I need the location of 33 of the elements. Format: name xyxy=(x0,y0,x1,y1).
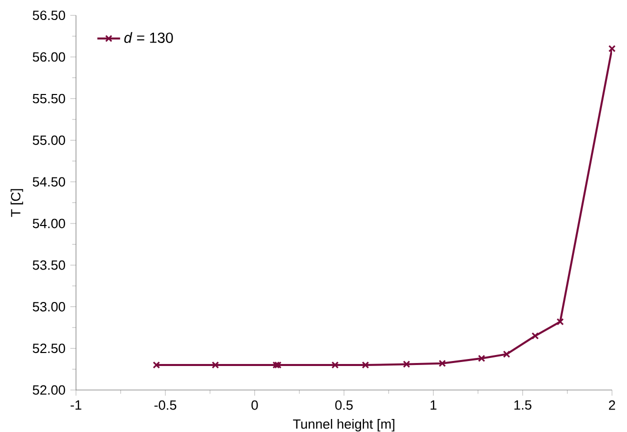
legend-label: d = 130 xyxy=(124,32,173,43)
point xyxy=(212,361,219,369)
y-tick-label: 53.50 xyxy=(32,260,66,270)
point xyxy=(556,318,564,326)
y-tick-label: 56.50 xyxy=(32,10,66,20)
y-tick-label: 55.50 xyxy=(32,94,66,104)
point xyxy=(272,361,280,369)
point xyxy=(402,360,410,368)
y-axis-title: T [C] xyxy=(10,189,24,217)
x-axis-title: Tunnel height [m] xyxy=(293,418,394,432)
y-tick-label: 55.00 xyxy=(32,136,66,145)
x-tick-label: -0.5 xyxy=(154,400,176,410)
x-tick-label: 2 xyxy=(608,400,616,410)
point xyxy=(532,332,539,340)
point xyxy=(152,361,160,369)
x-tick-label: 1 xyxy=(430,400,436,410)
point xyxy=(331,361,339,369)
y-tick-label: 52.50 xyxy=(32,344,66,354)
point xyxy=(362,361,370,369)
y-tick-label: 56.00 xyxy=(32,52,66,62)
point xyxy=(608,45,616,52)
point xyxy=(274,361,282,369)
y-tick-label: 54.50 xyxy=(32,177,66,187)
y-tick-label: 54.00 xyxy=(32,218,66,228)
point xyxy=(502,350,510,358)
x-tick-label: -1 xyxy=(70,400,82,410)
x-tick-label: 0 xyxy=(251,400,258,410)
y-tick-label: 52.00 xyxy=(32,385,66,395)
point xyxy=(478,354,486,362)
y-tick-label: 53.00 xyxy=(32,302,66,312)
point xyxy=(438,360,446,367)
x-tick-label: 1.5 xyxy=(514,400,532,410)
x-tick-label: 0.5 xyxy=(335,400,353,410)
